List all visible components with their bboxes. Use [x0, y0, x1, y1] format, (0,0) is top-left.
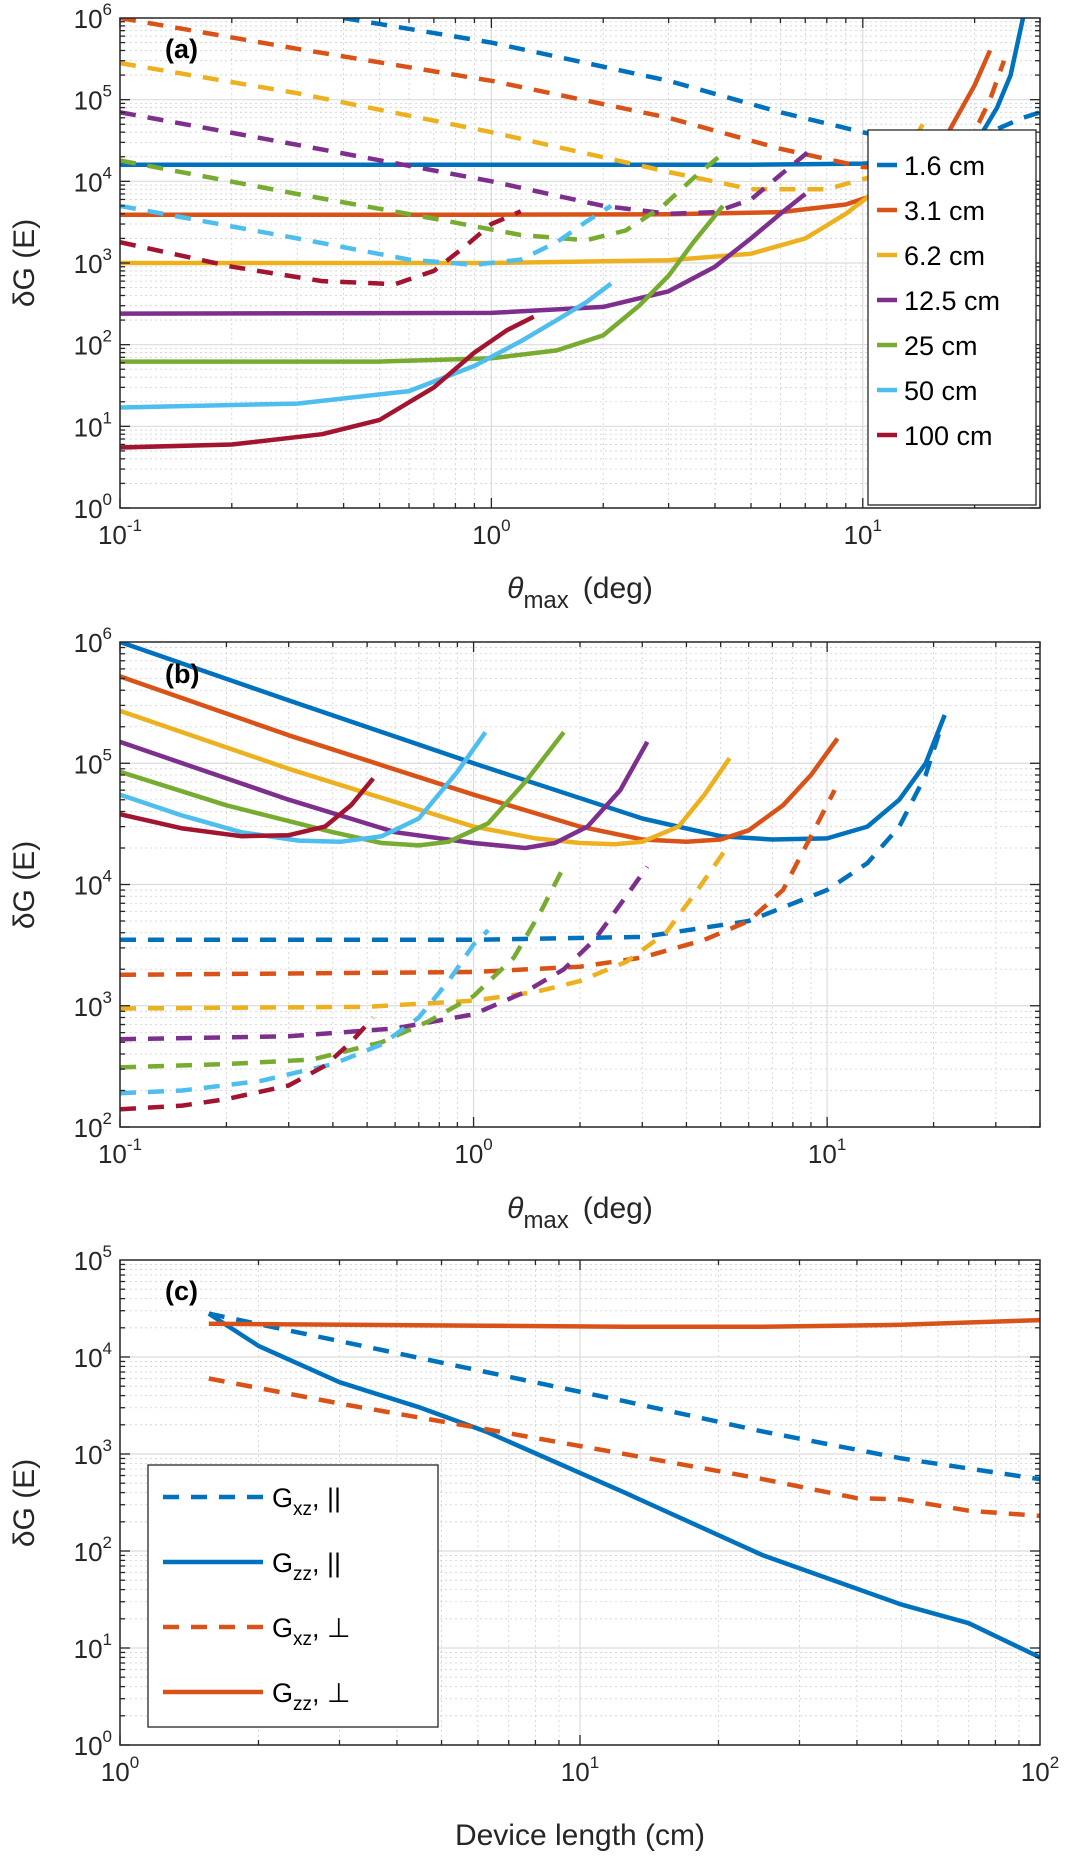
panel-a-ytick-label: 106: [74, 0, 112, 34]
panel-a-xlabel-symbol: θ: [507, 572, 524, 605]
panel-a-legend: 1.6 cm 3.1 cm 6.2 cm 12.5 cm 25 cm 50 cm 100 c…: [867, 129, 1037, 506]
panel-b-series-100-cm-line: [120, 776, 375, 839]
panel-a-ytick-label: 102: [74, 327, 112, 361]
panel-a-legend-label: 1.6 cm: [904, 151, 985, 181]
panel-b-series-1-6-cm-dashed-line: [120, 726, 944, 943]
panel-a-series-50-cm-line: [120, 281, 613, 410]
panel-a-ytick-label: 101: [74, 408, 112, 442]
panel-b-xlabel: θmax (deg): [507, 1192, 653, 1234]
panel-a-legend-label: 100 cm: [904, 421, 993, 451]
panel-b-xtick-label: 101: [808, 1135, 846, 1169]
panel-c-xtick-label: 102: [1021, 1753, 1059, 1787]
panel-b-series-1-6-cm-line: [120, 642, 947, 842]
panel-b-series-25-cm-dashed-line: [120, 865, 566, 1070]
panel-a-ylabel: δG (E): [8, 219, 41, 307]
panel-a-legend-label: 3.1 cm: [904, 196, 985, 226]
panel-a-legend-label: 6.2 cm: [904, 241, 985, 271]
panel-c-series-gzz-line: [208, 1317, 1040, 1330]
panel-c-ytick-label: 100: [74, 1727, 112, 1761]
panel-b-xlabel-symbol: θ: [507, 1192, 524, 1225]
panel-b-xlabel-unit: (deg): [583, 1192, 653, 1225]
panel-b-series-3-1-cm-line: [120, 674, 840, 845]
panel-a-legend-label: 50 cm: [904, 376, 978, 406]
panel-c-legend-box: [147, 1464, 439, 1728]
panel-b-ytick-label: 103: [74, 988, 112, 1022]
panel-b-ytick-label: 102: [74, 1109, 112, 1143]
panel-a-series-25-cm-line: [120, 204, 725, 364]
panel-c-legend-label: Gxz, ||: [272, 1483, 341, 1520]
panel-b-series-6-2-cm-dashed-line: [120, 846, 729, 1011]
panel-c-series-gxz-line: [208, 1376, 1040, 1519]
panel-b-series-6-2-cm-line: [120, 708, 732, 847]
panel-a-ytick-label: 103: [74, 245, 112, 279]
panel-c-xtick-label: 101: [561, 1753, 599, 1787]
panel-a-legend-label: 25 cm: [904, 331, 978, 361]
panel-b-series-50-cm-dashed-line: [120, 928, 490, 1096]
panel-c-ytick-label: 104: [74, 1339, 112, 1373]
panel-a-label: (a): [165, 34, 198, 64]
panel-a-xtick-label: 101: [844, 516, 882, 550]
panel-a-xtick-label: 100: [472, 516, 510, 550]
panel-b-ytick-label: 104: [74, 867, 112, 901]
panel-c-xtick-label: 100: [101, 1753, 139, 1787]
panel-c-ytick-label: 101: [74, 1630, 112, 1664]
panel-c: 100 101 102 100 101 102 103 104 105 (c) δG (E) D…: [8, 1242, 1059, 1852]
panel-c-series-gzz-line: [207, 1311, 1040, 1660]
panel-a-ytick-label: 105: [74, 82, 112, 116]
panel-a-series: [120, 18, 1040, 450]
panel-a-series-100-cm-line: [120, 314, 535, 450]
panel-a-ytick-label: 100: [74, 490, 112, 524]
panel-a-xtick-label: 10-1: [98, 516, 142, 550]
panel-b-series: [120, 642, 947, 1112]
panel-a-xlabel-sub: max: [523, 587, 568, 614]
panel-a-legend-label: 12.5 cm: [904, 286, 1000, 316]
panel-c-ytick-label: 105: [74, 1242, 112, 1276]
panel-c-series-gxz-line: [208, 1311, 1040, 1482]
panel-b-series-100-cm-dashed-line: [120, 1015, 375, 1112]
panel-a-legend-entries: 1.6 cm 3.1 cm 6.2 cm 12.5 cm 25 cm 50 cm 100 c…: [877, 151, 1000, 451]
panel-b-ylabel: δG (E): [8, 841, 41, 929]
panel-b-xtick-label: 100: [454, 1135, 492, 1169]
panel-c-ylabel: δG (E): [8, 1459, 41, 1547]
panel-b-series-50-cm-line: [120, 730, 488, 845]
panel-a-series-50-cm-dashed-line: [120, 203, 613, 268]
panel-c-label: (c): [165, 1276, 198, 1306]
panel-b-ytick-label: 105: [74, 745, 112, 779]
panel-b-xlabel-sub: max: [523, 1207, 568, 1234]
panel-a-series-3-1-cm-dashed-line: [120, 18, 1007, 172]
panel-a-xlabel: θmax (deg): [507, 572, 653, 614]
panel-b-series-12-5-cm-line: [120, 739, 650, 851]
panel-b-xtick-label: 10-1: [98, 1135, 142, 1169]
panel-c-legend-entries: Gxz, || Gzz, || Gxz, ⊥ Gzz, ⊥: [163, 1483, 351, 1715]
panel-c-legend-label: Gzz, ⊥: [272, 1678, 351, 1715]
panel-b-label: (b): [165, 659, 199, 689]
panel-b: 10-1 100 101 102 103 104 105 106 (b) δG (E) θma…: [8, 624, 1041, 1234]
panel-c-ytick-label: 103: [74, 1436, 112, 1470]
panel-b-ytick-label: 106: [74, 624, 112, 658]
panel-c-xlabel: Device length (cm): [455, 1819, 705, 1852]
panel-b-ticks: 10-1 100 101 102 103 104 105 106: [74, 624, 1041, 1169]
panel-a-legend-box: [867, 129, 1037, 506]
panel-c-legend-label: Gzz, ||: [272, 1548, 341, 1585]
panel-a-xlabel-unit: (deg): [583, 572, 653, 605]
panel-a-series-1-6-cm-dashed-line: [343, 18, 1040, 148]
panel-c-legend-label: Gxz, ⊥: [272, 1613, 351, 1650]
panel-b-series-25-cm-line: [120, 730, 566, 848]
panel-c-legend: Gxz, || Gzz, || Gxz, ⊥ Gzz, ⊥: [147, 1464, 439, 1728]
panel-a-series-12-5-cm-line: [120, 192, 807, 316]
panel-b-series-12-5-cm-dashed-line: [120, 865, 650, 1042]
panel-c-ticks: 100 101 102 100 101 102 103 104 105: [74, 1242, 1060, 1787]
panel-a-series-25-cm-dashed-line: [120, 151, 725, 243]
panel-a-ytick-label: 104: [74, 163, 112, 197]
panel-c-ytick-label: 102: [74, 1533, 112, 1567]
panel-c-series: [207, 1311, 1040, 1660]
